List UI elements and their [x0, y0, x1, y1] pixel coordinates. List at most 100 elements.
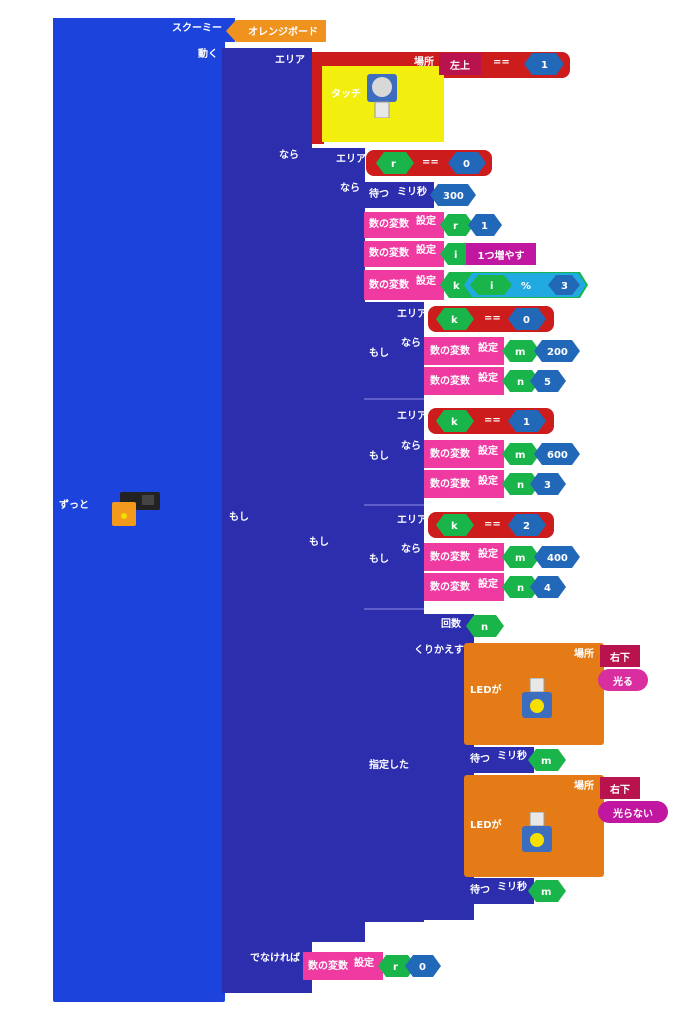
led-off-place-label: 場所 — [574, 781, 594, 792]
svg-text:i: i — [490, 281, 493, 292]
set-var-r-value[interactable]: 1 — [468, 214, 502, 236]
header-label: スクーミー — [172, 23, 222, 34]
branch2-block[interactable] — [364, 510, 424, 610]
wait2-block[interactable] — [464, 747, 534, 773]
touch-value-input[interactable]: 1 — [524, 53, 564, 75]
led-off-place-dropdown[interactable]: 右下 — [600, 777, 640, 799]
led-on-label: LEDが — [470, 685, 502, 696]
svg-text:r: r — [393, 962, 398, 973]
branch2-var[interactable]: k — [436, 514, 474, 536]
branch2-value[interactable]: 2 — [508, 514, 546, 536]
wait1-block[interactable] — [364, 182, 434, 208]
touch-place-dropdown[interactable]: 左上 — [439, 53, 481, 75]
else-set-value[interactable]: 0 — [405, 955, 441, 977]
wait2-unit: ミリ秒 — [497, 751, 527, 762]
forever-label: ずっと — [59, 500, 89, 511]
move-label: 動く — [198, 49, 218, 60]
svg-text:m: m — [515, 347, 525, 358]
branch2-set-m-value[interactable]: 400 — [534, 546, 580, 568]
branch1-op: == — [484, 415, 501, 426]
branch0-var[interactable]: k — [436, 308, 474, 330]
branch0-set-n-var[interactable]: n — [502, 370, 540, 392]
else-set-var[interactable]: r — [378, 955, 416, 977]
svg-text:1: 1 — [481, 221, 488, 232]
svg-text:1: 1 — [541, 60, 548, 71]
led-on-action[interactable]: 光る — [598, 669, 648, 691]
svg-text:200: 200 — [547, 347, 568, 358]
if-mid-then-label: なら — [340, 183, 360, 194]
schoomy-board-icon — [112, 492, 160, 526]
branch0-area: エリア — [397, 309, 427, 320]
branch0-set-m-value[interactable]: 200 — [534, 340, 580, 362]
repeat-count-var[interactable]: n — [466, 615, 504, 637]
branch1-set-n-var[interactable]: n — [502, 473, 540, 495]
set-var-i-action[interactable]: 1つ増やす — [466, 243, 536, 265]
branch1-block[interactable] — [364, 406, 424, 506]
svg-text:1: 1 — [523, 417, 530, 428]
set-var-r-name[interactable]: r — [440, 214, 474, 236]
set-var-r-block[interactable] — [364, 212, 444, 238]
repeat-block[interactable] — [364, 614, 474, 920]
branch0-block[interactable] — [364, 304, 424, 400]
branch2-set-n[interactable] — [424, 573, 504, 601]
branch2-set-m[interactable] — [424, 543, 504, 571]
branch1-var[interactable]: k — [436, 410, 474, 432]
svg-text:n: n — [517, 583, 524, 594]
if-outer-area-label: エリア — [275, 55, 305, 66]
branch1-set-n[interactable] — [424, 470, 504, 498]
svg-text:m: m — [541, 756, 551, 767]
branch0-set-n-set: 設定 — [478, 373, 498, 384]
set-var-k-label: 数の変数 — [369, 280, 409, 291]
branch2-op: == — [484, 519, 501, 530]
set-var-i-name[interactable]: i — [440, 243, 474, 265]
touch-condition-frame — [312, 52, 324, 144]
wait3-value[interactable]: m — [528, 880, 566, 902]
branch1-set-m[interactable] — [424, 440, 504, 468]
else-set-label: 数の変数 — [308, 961, 348, 972]
branch0-value[interactable]: 0 — [508, 308, 546, 330]
wait1-value[interactable]: 300 — [430, 184, 476, 206]
set-var-k-block[interactable] — [364, 270, 444, 300]
board-label: オレンジボード — [248, 25, 318, 38]
branch1-set-n-value[interactable]: 3 — [530, 473, 566, 495]
branch2-label: もし — [369, 554, 389, 565]
branch1-label: もし — [369, 451, 389, 462]
else-set-block[interactable] — [303, 952, 383, 980]
if-mid-var[interactable]: r — [376, 152, 414, 174]
led-on-place-dropdown[interactable]: 右下 — [600, 645, 640, 667]
if-mid-block[interactable] — [303, 148, 365, 942]
set-var-k-expression[interactable]: k i % 3 — [440, 272, 588, 298]
branch2-set-m-var[interactable]: m — [502, 546, 540, 568]
led-icon — [522, 812, 552, 852]
svg-text:4: 4 — [544, 583, 551, 594]
set-var-i-block[interactable] — [364, 241, 444, 267]
svg-text:3: 3 — [544, 480, 551, 491]
branch1-set-m-value[interactable]: 600 — [534, 443, 580, 465]
repeat-count-label: 回数 — [441, 619, 461, 630]
branch0-set-m[interactable] — [424, 337, 504, 365]
wait1-unit: ミリ秒 — [397, 187, 427, 198]
branch0-set-n[interactable] — [424, 367, 504, 395]
board-selector[interactable]: オレンジボード — [226, 20, 326, 42]
branch1-value[interactable]: 1 — [508, 410, 546, 432]
branch0-set-n-value[interactable]: 5 — [530, 370, 566, 392]
wait3-block[interactable] — [464, 878, 534, 904]
branch2-set-n-value[interactable]: 4 — [530, 576, 566, 598]
if-mid-value[interactable]: 0 — [448, 152, 486, 174]
if-outer-then-label: なら — [279, 150, 299, 161]
branch0-set-m-var[interactable]: m — [502, 340, 540, 362]
branch2-set-n-label: 数の変数 — [430, 582, 470, 593]
svg-text:k: k — [451, 417, 458, 428]
svg-text:k: k — [451, 315, 458, 326]
branch1-set-m-set: 設定 — [478, 446, 498, 457]
wait2-value[interactable]: m — [528, 749, 566, 771]
wait1-label: 待つ — [369, 189, 389, 200]
branch1-set-m-var[interactable]: m — [502, 443, 540, 465]
move-block[interactable] — [222, 48, 312, 993]
if-outer-else-label: でなければ — [250, 953, 300, 964]
branch2-set-n-var[interactable]: n — [502, 576, 540, 598]
forever-loop-block[interactable] — [53, 40, 225, 1002]
if-mid-area-label: エリア — [336, 154, 366, 165]
led-off-action[interactable]: 光らない — [598, 801, 668, 823]
branch0-label: もし — [369, 348, 389, 359]
